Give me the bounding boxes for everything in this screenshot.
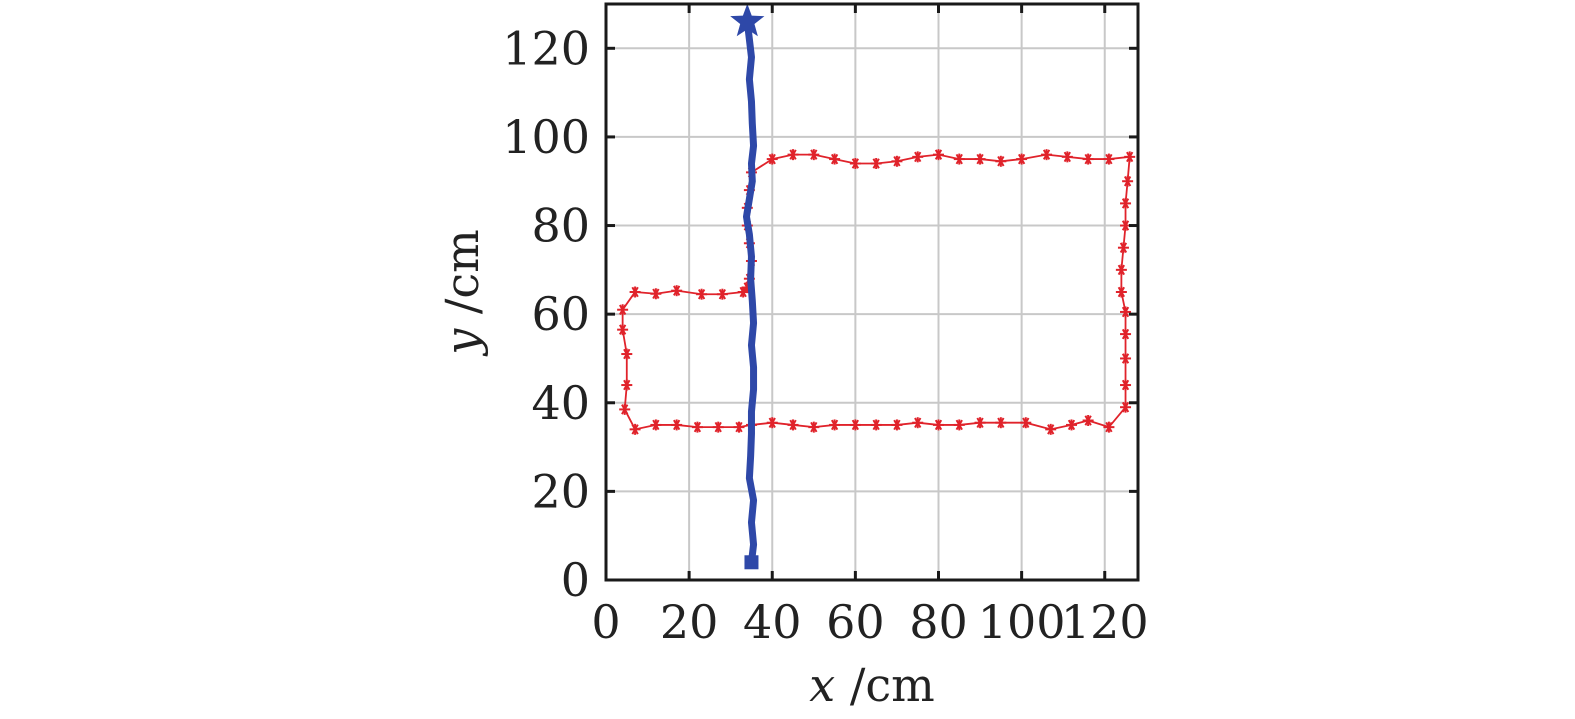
series-point-marker	[629, 423, 641, 435]
series-point-marker	[933, 149, 944, 161]
series-point-marker	[1041, 149, 1053, 161]
series-point-marker	[829, 419, 841, 431]
series-point-marker	[1066, 419, 1077, 431]
x-tick-label: 60	[826, 595, 885, 649]
x-tick-label: 0	[591, 595, 620, 649]
x-tick-label: 120	[1061, 595, 1149, 649]
series-point-marker	[1120, 401, 1132, 413]
red-path-line	[621, 153, 1131, 431]
y-tick-label: 100	[502, 110, 590, 164]
y-tick-label: 40	[531, 376, 590, 430]
series-point-marker	[1120, 352, 1132, 364]
series-point-marker	[1115, 286, 1127, 298]
y-axis-unit: /cm	[435, 229, 489, 329]
series-point-marker	[1020, 417, 1032, 429]
series-point-marker	[1120, 328, 1132, 340]
series-point-marker	[1122, 175, 1134, 187]
grid	[605, 4, 1138, 581]
x-tick-label: 100	[978, 595, 1066, 649]
x-tick-label: 20	[660, 595, 719, 649]
x-tick-label: 80	[909, 595, 968, 649]
series-point-marker	[621, 379, 633, 391]
series-point-marker	[1082, 153, 1094, 165]
y-axis-var: y	[435, 328, 489, 357]
plot-frame	[604, 2, 1140, 582]
series-point-marker	[1124, 151, 1136, 163]
series-point-marker	[891, 155, 903, 167]
series-point-marker	[1061, 151, 1073, 163]
series-point-marker	[1115, 264, 1127, 276]
series-point-marker	[671, 419, 683, 431]
series-point-marker	[621, 348, 633, 360]
series-point-marker	[1120, 306, 1132, 318]
series-point-marker	[953, 419, 965, 431]
series-point-marker	[619, 403, 631, 415]
y-tick-label: 120	[502, 21, 590, 75]
series-point-marker	[1120, 197, 1132, 209]
series-point-marker	[617, 324, 629, 336]
series-point-marker	[829, 153, 841, 165]
series-point-marker	[912, 417, 924, 429]
x-axis-label: x /cm	[809, 658, 934, 712]
series-point-marker	[696, 288, 708, 300]
series-point-marker	[650, 288, 662, 300]
series-layer	[617, 3, 1136, 570]
series-point-marker	[787, 149, 799, 161]
series-point-marker	[974, 417, 986, 429]
series-point-marker	[617, 304, 629, 316]
series-point-marker	[891, 419, 903, 431]
start-square-marker	[744, 555, 759, 570]
blue-path-line	[742, 18, 758, 566]
series-point-marker	[766, 153, 778, 165]
series-point-marker	[974, 153, 986, 165]
series-point-marker	[1016, 153, 1028, 165]
y-tick-label: 80	[531, 199, 590, 253]
x-tick-label: 40	[743, 595, 802, 649]
series-point-marker	[808, 421, 820, 433]
series-point-marker	[1103, 421, 1115, 433]
series-point-marker	[1117, 242, 1129, 254]
y-axis-label: y /cm	[435, 229, 489, 357]
series-point-marker	[849, 419, 861, 431]
y-tick-label: 20	[531, 464, 590, 518]
series-point-marker	[1120, 379, 1132, 391]
series-point-marker	[849, 158, 861, 170]
series-point-marker	[808, 149, 820, 161]
series-point-marker	[691, 421, 703, 433]
end-star-marker	[730, 3, 765, 37]
series-point-marker	[1082, 414, 1094, 426]
series-point-marker	[870, 419, 882, 431]
series-point-marker	[912, 151, 924, 163]
y-tick-label: 0	[561, 553, 590, 607]
x-axis-var: x	[809, 658, 835, 712]
series-point-marker	[712, 421, 724, 433]
y-tick-label: 60	[531, 287, 590, 341]
series-point-marker	[953, 153, 965, 165]
series-point-marker	[1045, 423, 1057, 435]
series-point-marker	[995, 155, 1007, 167]
series-point-marker	[933, 419, 944, 431]
series-point-marker	[671, 285, 683, 297]
series-point-marker	[787, 419, 799, 431]
series-point-marker	[629, 286, 641, 298]
series-point-marker	[766, 417, 778, 429]
tick-marks	[604, 4, 1138, 582]
series-point-marker	[995, 417, 1007, 429]
series-point-marker	[650, 419, 662, 431]
x-axis-unit: /cm	[835, 658, 935, 712]
series-point-marker	[733, 421, 745, 433]
series-point-marker	[1103, 153, 1115, 165]
series-point-marker	[870, 158, 882, 170]
series-point-marker	[716, 288, 728, 300]
